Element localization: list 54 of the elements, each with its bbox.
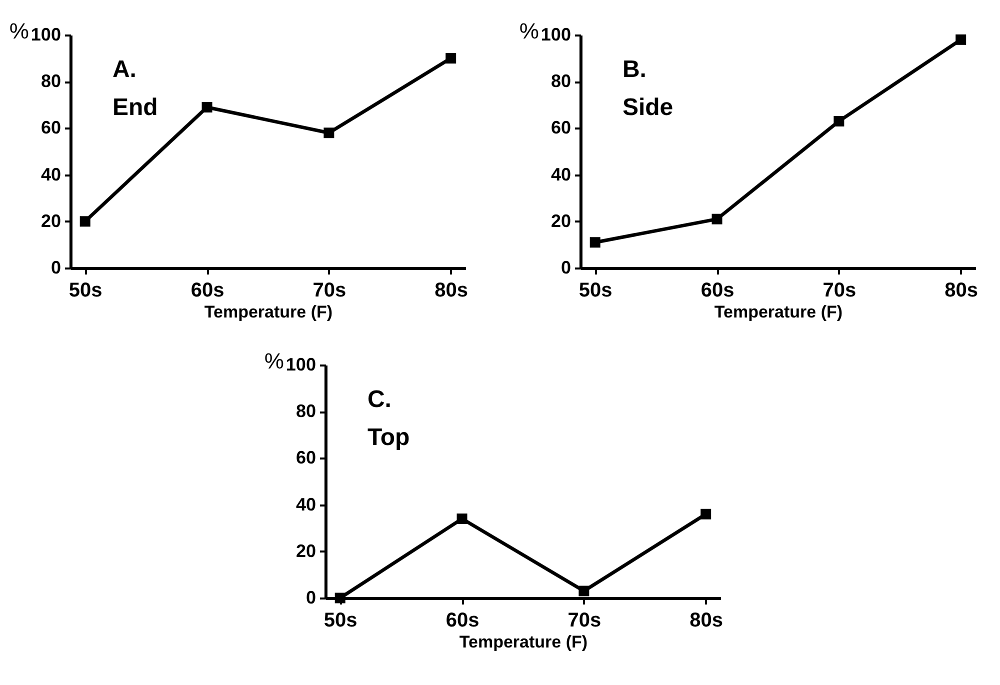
y-tick-label: 60 — [296, 448, 316, 468]
point — [700, 508, 712, 520]
x-tick-label: 80s — [690, 610, 724, 632]
y-tick-label: 60 — [550, 118, 571, 138]
y-axis-title: % — [519, 18, 539, 44]
x-tick-label: 70s — [568, 610, 602, 632]
text: End — [112, 94, 158, 121]
x-tick-label: 50s — [578, 280, 612, 302]
x-axis-title: Temperature (F) — [459, 632, 588, 652]
text: B. — [622, 56, 646, 83]
y-tick-label: 20 — [296, 540, 316, 561]
point — [446, 53, 456, 64]
y-tick-label: 100 — [286, 354, 316, 374]
x-tick-label: 70s — [822, 280, 856, 302]
point — [324, 128, 334, 138]
y-tick-label: 20 — [40, 210, 61, 231]
text: Side — [622, 94, 674, 121]
y-tick-label: 40 — [40, 164, 61, 184]
x-tick-label: 60s — [700, 280, 734, 302]
y-tick-label: 0 — [50, 258, 61, 278]
x-tick-label: 50s — [68, 280, 102, 302]
y-tick-label: 80 — [550, 71, 571, 92]
text: Top — [367, 424, 410, 451]
y-tick-label: 40 — [550, 164, 571, 184]
y-tick-label: 0 — [560, 258, 571, 278]
y-tick-label: 40 — [296, 494, 316, 514]
x-tick-label: 80s — [944, 280, 978, 302]
point — [590, 237, 600, 248]
point — [956, 34, 966, 45]
y-tick-label: 100 — [540, 24, 571, 44]
x-tick-label: 80s — [434, 280, 468, 302]
y-tick-label: 20 — [550, 210, 571, 231]
point — [202, 102, 212, 112]
y-tick-label: 80 — [296, 401, 316, 422]
point — [334, 592, 346, 604]
y-tick-label: 0 — [306, 588, 316, 608]
y-tick-label: 80 — [40, 71, 61, 92]
text: C. — [367, 386, 392, 413]
x-axis-title: Temperature (F) — [714, 302, 843, 322]
point — [578, 586, 590, 596]
point — [80, 216, 90, 227]
y-axis-title: % — [9, 18, 29, 44]
x-tick-label: 60s — [190, 280, 224, 302]
point — [712, 214, 722, 224]
x-tick-label: 70s — [312, 280, 346, 302]
x-tick-label: 60s — [446, 610, 480, 632]
x-axis-title: Temperature (F) — [204, 302, 333, 322]
text: A. — [112, 56, 136, 83]
point — [834, 116, 844, 126]
point — [456, 514, 468, 524]
x-tick-label: 50s — [324, 610, 358, 632]
y-tick-label: 100 — [30, 24, 61, 44]
y-axis-title: % — [264, 348, 284, 374]
y-tick-label: 60 — [40, 118, 61, 138]
